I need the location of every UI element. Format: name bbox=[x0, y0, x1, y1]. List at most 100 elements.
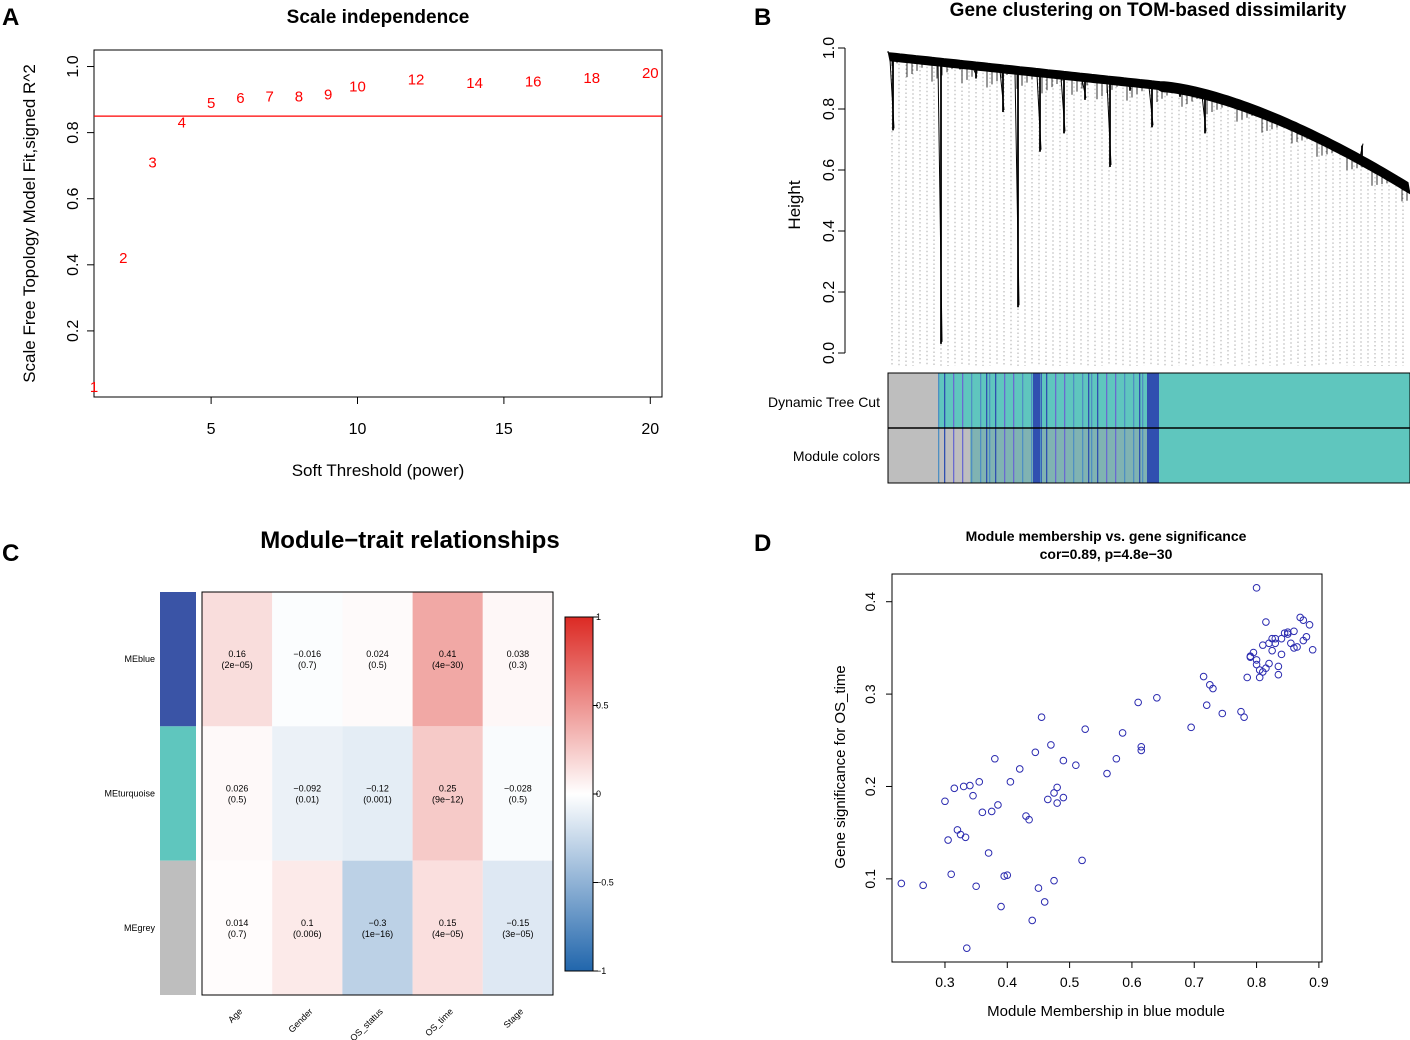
dendrogram-branch bbox=[1262, 109, 1268, 117]
power-point-label: 18 bbox=[583, 70, 600, 87]
scatter-point bbox=[991, 754, 999, 763]
scatter-point bbox=[1290, 627, 1298, 636]
heatmap-cell bbox=[342, 860, 413, 995]
scatter-point bbox=[1277, 634, 1286, 643]
trait-column-label: Age bbox=[226, 1006, 244, 1024]
x-tick-label: 0.4 bbox=[998, 974, 1018, 990]
power-point-label: 1 bbox=[90, 379, 98, 396]
x-tick-label: 0.7 bbox=[1185, 974, 1205, 990]
scatter-point bbox=[1059, 756, 1068, 765]
dendrogram-branch bbox=[1036, 74, 1042, 150]
dendrogram-branch bbox=[972, 67, 978, 77]
scatter-point bbox=[1268, 646, 1276, 655]
cell-pvalue: (0.001) bbox=[363, 795, 392, 805]
scatter-point bbox=[1258, 668, 1267, 676]
cell-pvalue: (0.01) bbox=[296, 795, 320, 805]
x-tick-label: 0.5 bbox=[1060, 974, 1080, 990]
panel-c-module-trait-heatmap: Module−trait relationships MEblue 0.16(2e−… bbox=[104, 527, 613, 1040]
dendrogram-branch bbox=[1201, 95, 1207, 132]
y-tick-label: 0.8 bbox=[65, 121, 82, 143]
scatter-point bbox=[972, 882, 980, 891]
y-axis-label: Scale Free Topology Model Fit,signed R^2 bbox=[20, 64, 39, 383]
dendrogram-branch bbox=[889, 59, 895, 129]
heatmap-cell bbox=[412, 726, 483, 861]
scatter-point bbox=[1037, 713, 1046, 721]
y-tick-label: 0.0 bbox=[821, 342, 838, 364]
cell-pvalue: (4e−30) bbox=[432, 660, 463, 670]
y-tick-label: 0.2 bbox=[821, 281, 838, 303]
scatter-point bbox=[1283, 630, 1292, 638]
scatter-point bbox=[1118, 729, 1127, 737]
heatmap-cell bbox=[342, 592, 413, 727]
cell-correlation: 0.026 bbox=[226, 784, 249, 794]
cell-correlation: −0.092 bbox=[293, 784, 321, 794]
scatter-point bbox=[1243, 673, 1252, 682]
scatter-point bbox=[1050, 876, 1058, 885]
module-colors-grey bbox=[888, 428, 970, 483]
scatter-point bbox=[1047, 741, 1055, 749]
cell-correlation: 0.014 bbox=[226, 918, 249, 928]
scatter-point bbox=[1034, 884, 1043, 892]
colorbar-tick-label: 0.5 bbox=[596, 701, 609, 711]
colorbar-tick-label: 1 bbox=[596, 612, 601, 622]
x-tick-label: 15 bbox=[495, 421, 513, 438]
scatter-point bbox=[1006, 778, 1015, 786]
power-point-label: 4 bbox=[178, 115, 186, 132]
trait-column-label: Stage bbox=[502, 1006, 526, 1030]
scatter-point bbox=[1265, 659, 1273, 668]
heatmap-cell bbox=[482, 860, 553, 995]
scatter-point bbox=[1000, 872, 1008, 880]
module-row-label: MEturquoise bbox=[104, 789, 155, 799]
y-tick-label: 0.2 bbox=[862, 777, 878, 797]
cell-pvalue: (0.7) bbox=[228, 929, 247, 939]
power-point-label: 10 bbox=[349, 78, 366, 95]
heatmap-cell bbox=[272, 726, 343, 861]
heatmap-frame bbox=[201, 591, 554, 996]
power-point-label: 2 bbox=[119, 250, 127, 267]
scatter-point bbox=[1050, 789, 1058, 797]
scatter-point bbox=[1028, 916, 1037, 925]
cell-pvalue: (9e−12) bbox=[432, 795, 463, 805]
cell-correlation: −0.15 bbox=[507, 918, 530, 928]
scatter-point bbox=[956, 830, 965, 839]
panel-letter-c: C bbox=[2, 540, 20, 567]
scatter-point bbox=[975, 778, 984, 786]
power-point-label: 7 bbox=[265, 88, 273, 105]
scatter-point bbox=[1305, 621, 1314, 629]
cell-pvalue: (4e−05) bbox=[432, 929, 463, 939]
module-colors-mixed bbox=[970, 428, 1148, 483]
scatter-point bbox=[1031, 748, 1040, 757]
cell-correlation: −0.028 bbox=[504, 784, 532, 794]
cell-pvalue: (1e−16) bbox=[362, 929, 393, 939]
scatter-point bbox=[1252, 656, 1261, 664]
trait-column-label: OS_time bbox=[423, 1006, 455, 1038]
scatter-point bbox=[1059, 793, 1068, 802]
heatmap-cell bbox=[412, 592, 483, 727]
x-tick-label: 0.9 bbox=[1309, 974, 1329, 990]
heatmap-cell bbox=[342, 726, 413, 861]
x-tick-label: 5 bbox=[207, 421, 216, 438]
scatter-point bbox=[1043, 795, 1052, 804]
scatter-point bbox=[1290, 644, 1298, 652]
cell-correlation: 0.038 bbox=[507, 649, 530, 659]
scatter-point bbox=[994, 801, 1002, 809]
colorbar-tick-label: 0 bbox=[596, 789, 601, 799]
scatter-point bbox=[962, 944, 971, 952]
y-tick-label: 0.2 bbox=[65, 320, 82, 342]
scatter-point bbox=[1265, 639, 1273, 648]
scatter-point bbox=[1153, 693, 1161, 702]
heatmap-cell bbox=[202, 860, 273, 995]
panel-d-membership-scatter: Module membership vs. gene significance c… bbox=[832, 528, 1329, 1020]
dendrogram-branch bbox=[1322, 140, 1328, 144]
y-tick-label: 0.4 bbox=[862, 592, 878, 612]
heatmap-cell bbox=[482, 592, 553, 727]
scatter-point bbox=[1271, 639, 1280, 648]
cell-pvalue: (2e−05) bbox=[221, 660, 252, 670]
dendrogram-branch bbox=[1358, 143, 1364, 162]
dendrogram-branch bbox=[1060, 77, 1066, 132]
y-tick-label: 1.0 bbox=[821, 37, 838, 59]
chart-title: Scale independence bbox=[287, 7, 470, 28]
scatter-point bbox=[961, 833, 970, 842]
dendrogram-branch bbox=[1148, 86, 1154, 126]
x-tick-label: 10 bbox=[349, 421, 367, 438]
